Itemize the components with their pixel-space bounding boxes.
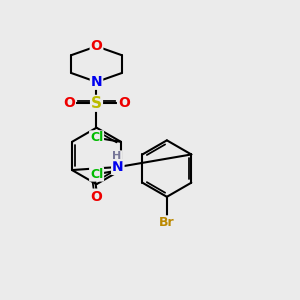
Text: N: N <box>112 160 124 174</box>
Text: Cl: Cl <box>90 131 103 144</box>
Text: Cl: Cl <box>90 168 103 181</box>
Text: O: O <box>91 190 102 203</box>
Text: H: H <box>112 151 122 161</box>
Text: Br: Br <box>159 216 175 229</box>
Text: O: O <box>63 96 75 110</box>
Text: N: N <box>91 75 102 89</box>
Text: S: S <box>91 96 102 111</box>
Text: O: O <box>91 39 102 53</box>
Text: O: O <box>118 96 130 110</box>
